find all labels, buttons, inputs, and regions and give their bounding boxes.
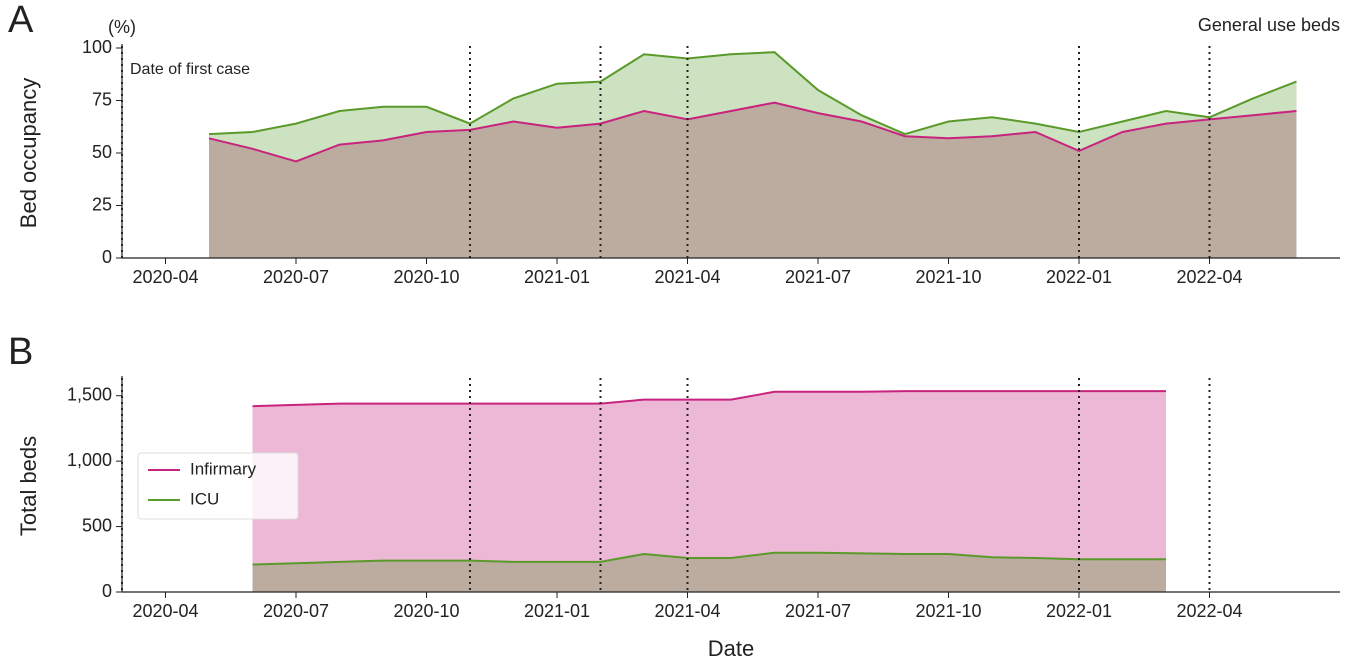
y-tick-label: 0 xyxy=(102,581,112,601)
x-tick-label: 2020-04 xyxy=(132,601,198,621)
x-tick-label: 2022-01 xyxy=(1046,601,1112,621)
x-tick-label: 2021-07 xyxy=(785,267,851,287)
y-tick-label: 75 xyxy=(92,89,112,109)
y-tick-label: 0 xyxy=(102,247,112,267)
x-axis-label: Date xyxy=(708,636,754,661)
x-tick-label: 2020-10 xyxy=(393,267,459,287)
y-tick-label: 100 xyxy=(82,37,112,57)
x-tick-label: 2021-01 xyxy=(524,267,590,287)
x-tick-label: 2022-04 xyxy=(1176,601,1242,621)
y-tick-label: 500 xyxy=(82,515,112,535)
x-tick-label: 2021-04 xyxy=(654,267,720,287)
y-tick-label: 50 xyxy=(92,142,112,162)
area-fill xyxy=(209,102,1297,258)
x-tick-label: 2021-10 xyxy=(915,267,981,287)
area-fill xyxy=(252,552,1166,592)
x-tick-label: 2021-04 xyxy=(654,601,720,621)
x-tick-label: 2020-10 xyxy=(393,601,459,621)
panel-title: General use beds xyxy=(1198,15,1340,35)
x-tick-label: 2020-07 xyxy=(263,267,329,287)
y-axis-label: Total beds xyxy=(16,436,41,536)
x-tick-label: 2021-10 xyxy=(915,601,981,621)
y-axis-label: Bed occupancy xyxy=(16,78,41,228)
panel-label: B xyxy=(8,331,33,373)
area-fill xyxy=(252,391,1166,592)
x-tick-label: 2022-04 xyxy=(1176,267,1242,287)
line xyxy=(252,390,1166,408)
x-tick-label: 2020-07 xyxy=(263,601,329,621)
annotation: Date of first case xyxy=(130,61,250,78)
x-tick-label: 2020-04 xyxy=(132,267,198,287)
legend-label: ICU xyxy=(190,489,219,508)
x-tick-label: 2021-07 xyxy=(785,601,851,621)
y-unit: (%) xyxy=(108,17,136,37)
line xyxy=(252,551,1166,566)
line xyxy=(208,101,1297,163)
legend-label: Infirmary xyxy=(190,459,257,478)
x-tick-label: 2022-01 xyxy=(1046,267,1112,287)
panel-label: A xyxy=(8,0,34,41)
y-tick-label: 25 xyxy=(92,194,112,214)
y-tick-label: 1,000 xyxy=(67,450,112,470)
y-tick-label: 1,500 xyxy=(67,384,112,404)
x-tick-label: 2021-01 xyxy=(524,601,590,621)
line xyxy=(208,51,1297,136)
